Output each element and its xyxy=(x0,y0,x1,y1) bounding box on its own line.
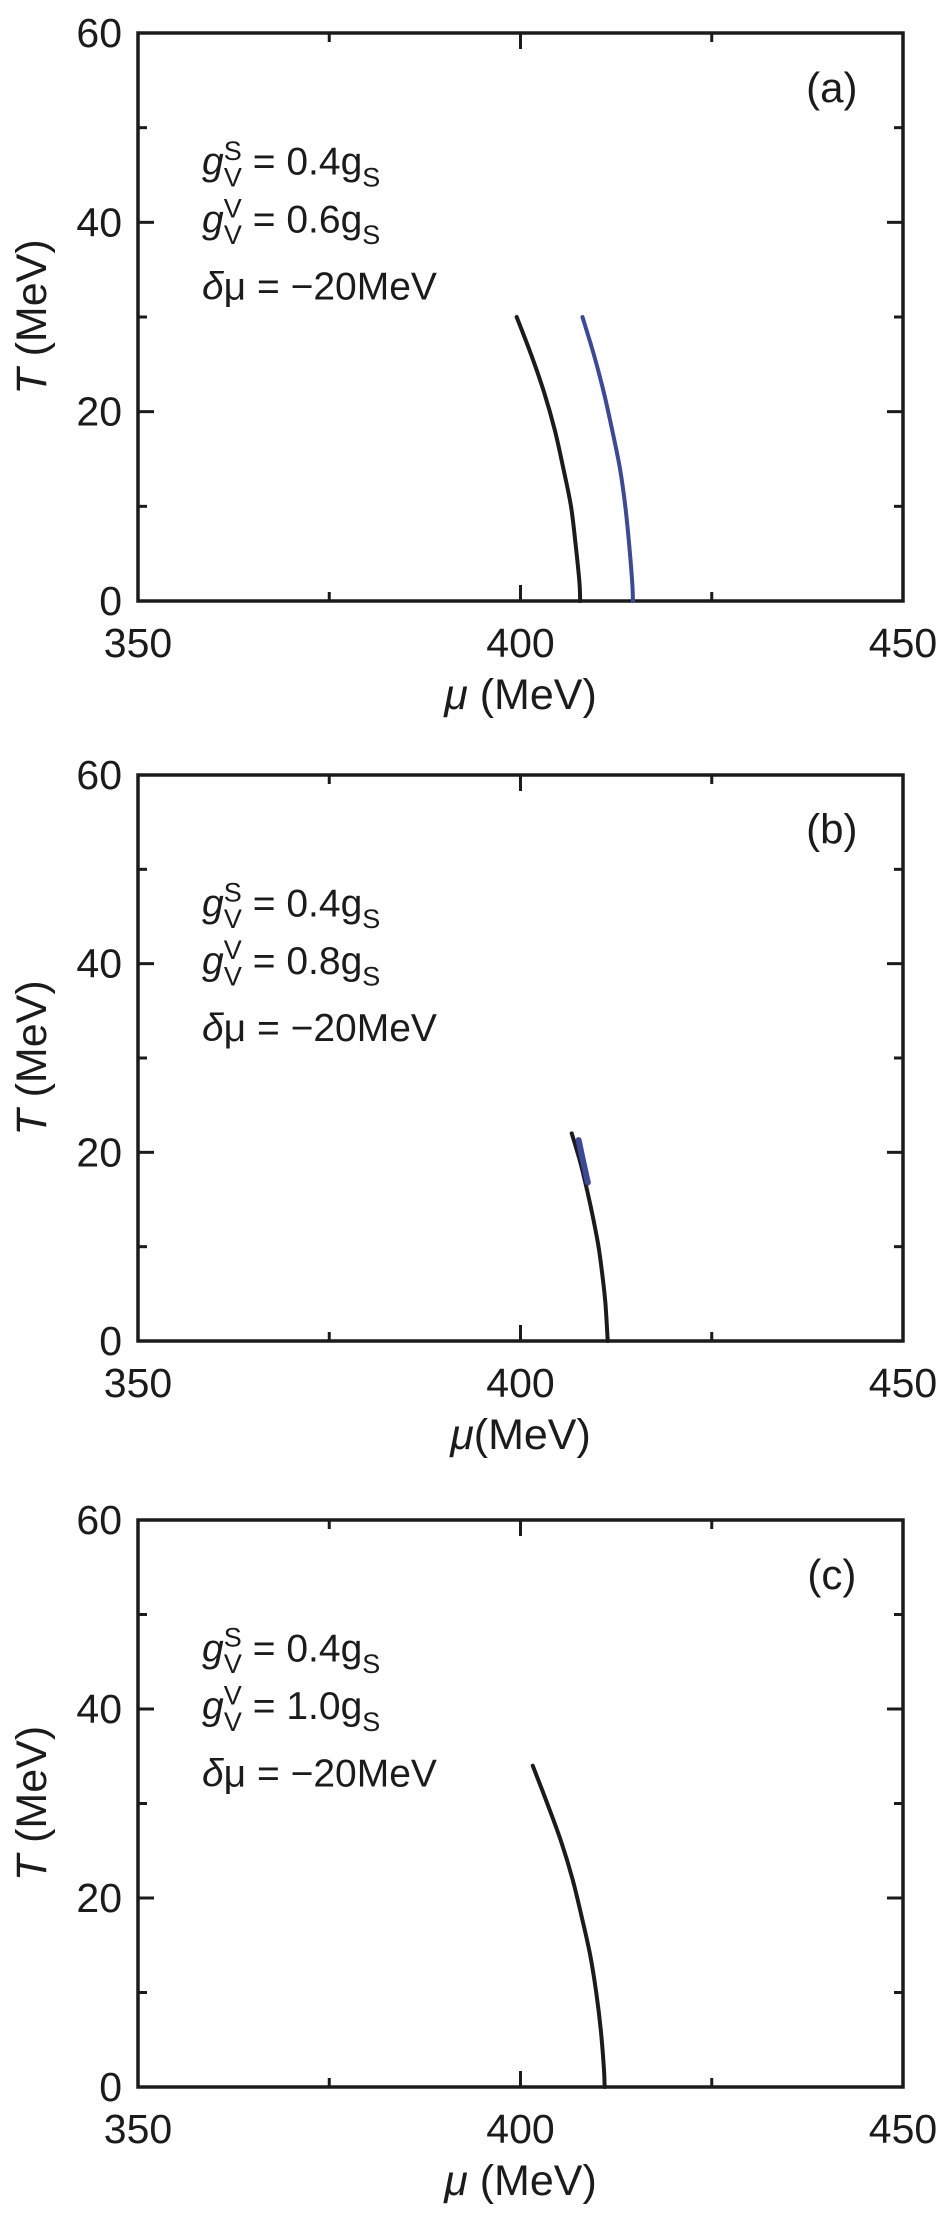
panel-label: (b) xyxy=(806,806,857,853)
x-tick-label: 450 xyxy=(869,1360,937,1406)
plot-frame xyxy=(136,773,905,1343)
y-tick-label: 20 xyxy=(76,389,122,435)
plot-frame xyxy=(136,31,905,603)
y-tick-label: 20 xyxy=(76,1129,122,1175)
black-curve-path xyxy=(514,315,583,603)
x-tick-label: 450 xyxy=(869,2106,937,2152)
y-axis-label: T (MeV) xyxy=(8,1726,56,1881)
annotation-line: gV V = 1.0gS xyxy=(202,1680,380,1737)
annotation-line: gV V = 0.8gS xyxy=(202,935,380,992)
y-axis-label: T (MeV) xyxy=(8,239,56,394)
panel-c: 350 400 450 0 20 40 60 μ (MeV) T (MeV) (c) gS V = 0… xyxy=(8,1497,937,2205)
panel-label: (c) xyxy=(807,1551,856,1598)
y-tick-label: 20 xyxy=(76,1875,122,1921)
x-axis-label: μ(MeV) xyxy=(449,1411,591,1459)
y-tick-label: 40 xyxy=(76,199,122,245)
y-tick-label: 40 xyxy=(76,941,122,987)
y-tick-label: 0 xyxy=(99,1318,122,1364)
panel-b: 350 400 450 0 20 40 60 μ(MeV) T (MeV) (b) gS V = 0.… xyxy=(8,752,937,1459)
panel-a: 350 400 450 0 20 40 60 μ (MeV) T (MeV) (a) gS V = 0… xyxy=(8,10,937,719)
y-axis-label: T (MeV) xyxy=(8,980,56,1135)
x-tick-label: 350 xyxy=(104,2106,172,2152)
annotation-line: gV V = 0.6gS xyxy=(202,194,380,251)
blue-curve-path xyxy=(575,1137,591,1186)
y-tick-label: 40 xyxy=(76,1686,122,1732)
x-tick-label: 400 xyxy=(486,2106,554,2152)
annotation-line: δμ = −20MeV xyxy=(202,266,437,309)
y-tick-label: 60 xyxy=(76,1497,122,1543)
black-curve-path xyxy=(530,1763,607,2089)
x-axis-label: μ (MeV) xyxy=(443,2157,597,2205)
blue-curve-path xyxy=(580,315,635,603)
annotation-line: gS V = 0.4gS xyxy=(202,136,380,193)
y-tick-label: 0 xyxy=(99,2064,122,2110)
panel-label: (a) xyxy=(806,64,857,111)
black-curve-path xyxy=(569,1131,610,1343)
y-tick-label: 0 xyxy=(99,578,122,624)
x-tick-label: 350 xyxy=(104,1360,172,1406)
annotation-line: δμ = −20MeV xyxy=(202,1007,437,1050)
annotation-line: gS V = 0.4gS xyxy=(202,877,380,934)
y-tick-label: 60 xyxy=(76,10,122,56)
x-tick-label: 400 xyxy=(486,620,554,666)
annotation-line: δμ = −20MeV xyxy=(202,1752,437,1795)
x-axis-label: μ (MeV) xyxy=(443,671,597,719)
x-tick-label: 400 xyxy=(486,1360,554,1406)
x-tick-label: 350 xyxy=(104,620,172,666)
x-tick-label: 450 xyxy=(869,620,937,666)
annotation-line: gS V = 0.4gS xyxy=(202,1623,380,1680)
plot-frame xyxy=(136,1518,905,2089)
y-tick-label: 60 xyxy=(76,752,122,798)
